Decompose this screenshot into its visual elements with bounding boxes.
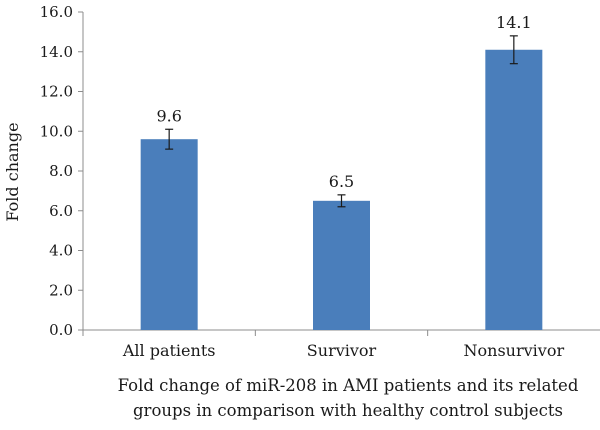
data-label: 6.5 xyxy=(329,172,354,191)
y-tick-label: 12.0 xyxy=(40,83,73,101)
y-tick-label: 10.0 xyxy=(40,122,73,140)
bar xyxy=(313,200,370,330)
y-tick-label: 4.0 xyxy=(49,242,73,260)
y-tick-label: 6.0 xyxy=(49,202,73,220)
x-axis-title-line-2: groups in comparison with healthy contro… xyxy=(133,401,563,420)
y-tick-label: 8.0 xyxy=(49,162,73,180)
data-label: 9.6 xyxy=(156,106,181,125)
y-axis-title: Fold change xyxy=(3,122,22,221)
x-axis-title-line-1: Fold change of miR-208 in AMI patients a… xyxy=(118,376,579,395)
x-tick-label: All patients xyxy=(122,341,216,360)
y-tick-label: 2.0 xyxy=(49,281,73,299)
bars-group xyxy=(140,35,543,330)
x-tick-label: Nonsurvivor xyxy=(464,341,565,360)
x-tick-label: Survivor xyxy=(307,341,377,360)
y-tick-label: 14.0 xyxy=(40,43,73,61)
bar xyxy=(485,49,543,330)
labels-group: 0.0 2.0 4.0 6.0 8.0 10.0 12.0 14.0 16.0 9.6 All pa… xyxy=(40,3,565,360)
y-tick-label: 16.0 xyxy=(40,3,73,21)
y-tick-label: 0.0 xyxy=(49,321,73,339)
data-label: 14.1 xyxy=(496,13,532,32)
bar xyxy=(140,139,198,330)
